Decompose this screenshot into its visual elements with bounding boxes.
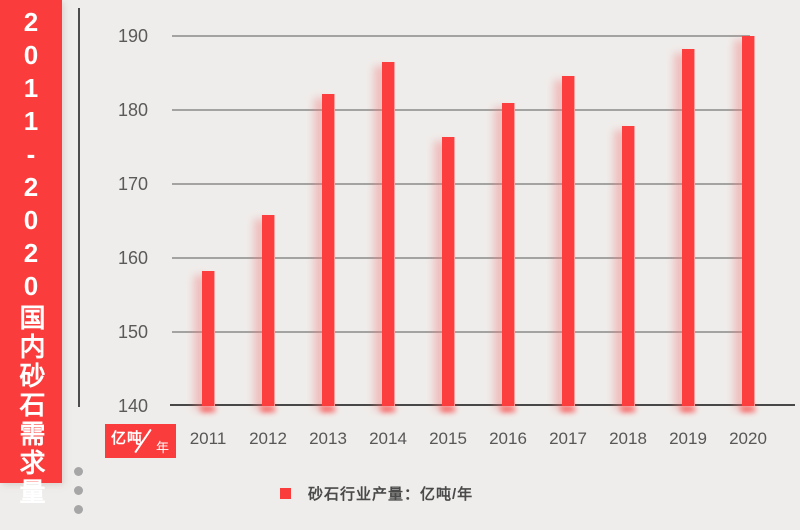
bar-2016: [502, 102, 515, 406]
page-title: 2011-2020国内砂石需求量: [16, 7, 46, 507]
unit-numerator: 亿吨: [111, 430, 144, 447]
x-tick-label-2012: 2012: [249, 429, 287, 448]
x-tick-label-2013: 2013: [309, 429, 347, 448]
x-tick-label-2011: 2011: [189, 429, 227, 448]
y-tick-label-160: 160: [117, 248, 148, 268]
gridline-190: [172, 35, 750, 37]
bar-2014: [382, 61, 395, 406]
x-tick-label-2017: 2017: [549, 429, 587, 448]
gridline-180: [172, 109, 750, 111]
gridline-160: [172, 257, 750, 259]
y-tick-label-170: 170: [117, 174, 148, 194]
gridline-150: [172, 331, 750, 333]
legend-label: 砂石行业产量：亿吨/年: [308, 486, 474, 503]
decor-dot: [74, 467, 83, 476]
decor-dot: [74, 486, 83, 495]
unit-denominator: 年: [155, 440, 169, 455]
legend-swatch-icon: [280, 488, 291, 499]
y-tick-label-140: 140: [117, 396, 148, 416]
bar-2012: [262, 215, 275, 406]
chart-legend: 砂石行业产量：亿吨/年: [280, 483, 473, 504]
bar-2013: [322, 93, 335, 406]
x-tick-label-2018: 2018: [609, 429, 647, 448]
gridline-170: [172, 183, 750, 185]
x-tick-label-2014: 2014: [369, 429, 407, 448]
bar-2018: [622, 126, 635, 406]
x-tick-label-2019: 2019: [669, 429, 707, 448]
x-tick-label-2016: 2016: [489, 429, 527, 448]
y-tick-label-180: 180: [117, 100, 148, 120]
bar-2017: [562, 75, 575, 406]
x-tick-label-2020: 2020: [729, 429, 767, 448]
decor-dot: [74, 505, 83, 514]
bar-2019: [682, 49, 695, 406]
bar-2011: [202, 271, 215, 406]
y-tick-label-190: 190: [117, 26, 148, 46]
y-tick-label-150: 150: [117, 322, 148, 342]
bar-2015: [442, 136, 455, 406]
y-axis-unit-badge: 亿吨 年: [105, 424, 176, 458]
x-axis-line: [170, 404, 795, 406]
title-banner: 2011-2020国内砂石需求量: [0, 0, 62, 507]
decor-dots: [74, 467, 83, 514]
bar-2020: [742, 36, 755, 406]
x-tick-label-2015: 2015: [429, 429, 467, 448]
y-axis-line: [78, 8, 80, 407]
